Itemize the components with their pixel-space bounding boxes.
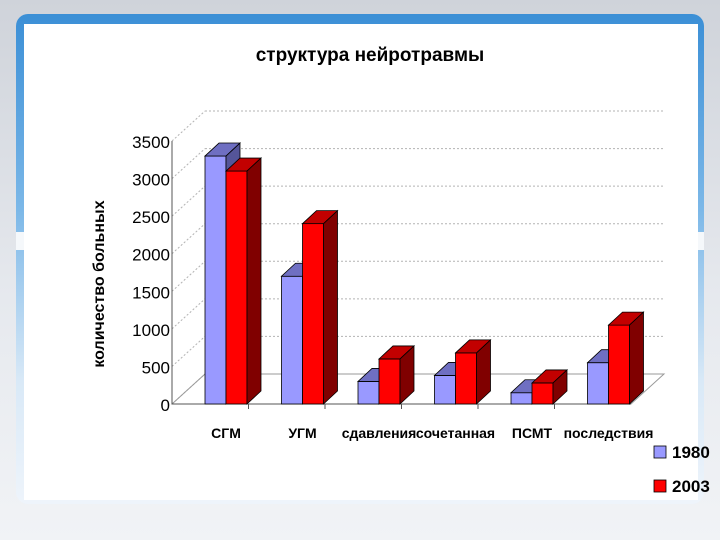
y-tick-label: 3000 [132,171,170,190]
y-tick-label: 1000 [132,321,170,340]
y-axis-label: количество больных [91,200,108,367]
y-tick-label: 3500 [132,133,170,152]
y-tick-label: 0 [161,396,170,415]
bar-2003-front [608,324,630,405]
legend-swatch-2003 [653,479,667,493]
bar-1980-front [587,362,609,405]
axes [171,141,631,409]
chart-title: структура нейротравмы [256,45,485,66]
x-tick-label: последствия [564,425,654,441]
x-tick-label: ПСМТ [512,425,553,441]
gridline-depth [171,148,206,179]
bar-2003-front [302,223,324,405]
legend-swatch-1980 [653,445,667,459]
bar-2003-side [629,311,644,405]
bar-2003-front [378,358,401,405]
gridline-depth [171,223,206,255]
bar-1980-front [434,375,456,405]
x-tick-label: УГМ [288,425,316,441]
gridline-depth [171,110,206,142]
bar-1980-front [510,392,533,405]
bar-2003-side [246,157,262,405]
bar-2003-side [476,338,491,405]
bar-2003-side [399,344,415,405]
y-tick-label: 500 [142,358,170,377]
bar-2003-side [323,209,338,405]
y-tick-label: 2000 [132,246,170,265]
gridline-depth [171,298,206,330]
bar-2003-front [225,170,248,405]
gridline-depth [171,260,206,292]
y-tick-label: 2500 [132,208,170,227]
bar-2003-front [531,382,554,405]
x-tick-label: сдавления [342,425,417,441]
gridline-depth [171,185,206,217]
legend-label-2003: 2003 [672,477,710,496]
x-tick-label: сочетанная [416,425,495,441]
legend: 1980 2003 [653,443,710,496]
y-tick-label: 1500 [132,283,170,302]
chart-panel [24,24,698,500]
gridline-depth [171,336,206,367]
bar-1980-front [281,275,303,405]
tick-labels: 0 500 1000 1500 2000 2500 3000 3500 СГМ УГМ сдавле… [132,133,653,441]
bar-2003-side [552,369,568,405]
bar-1980-front [204,155,227,405]
bar-2003-front [455,352,477,405]
legend-label-1980: 1980 [672,443,710,462]
bars [203,142,645,405]
x-tick-label: СГМ [211,425,241,441]
bar-1980-front [357,381,380,405]
